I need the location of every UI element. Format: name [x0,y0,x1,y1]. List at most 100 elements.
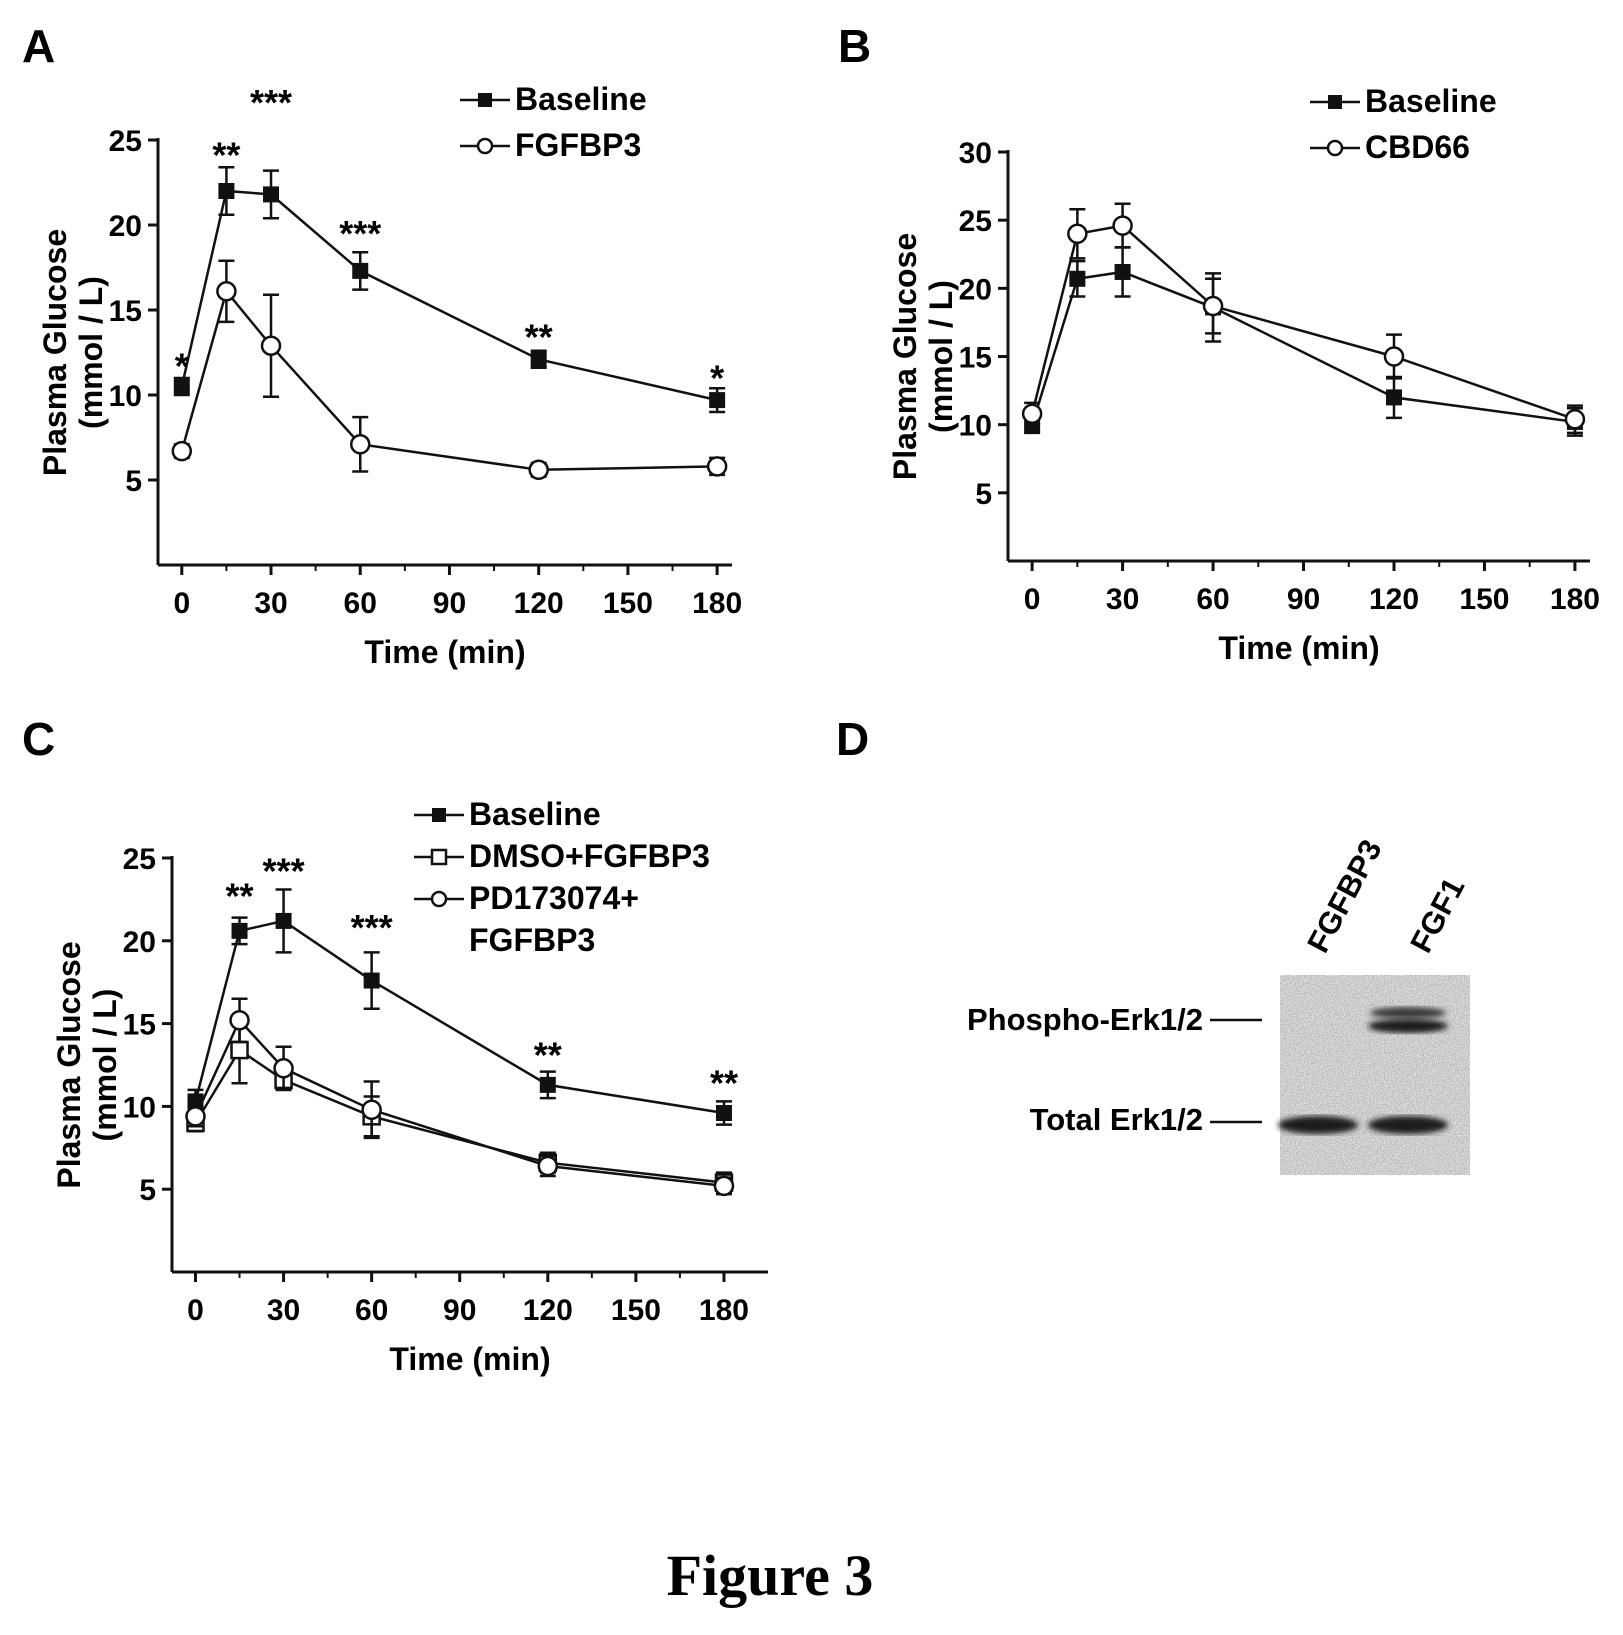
y-tick-label: 20 [109,210,142,243]
x-tick-label: 180 [692,587,742,620]
x-axis-label: Time (min) [1218,630,1379,666]
data-point [230,1040,249,1060]
y-tick-label: 10 [109,380,142,413]
chart-panel-c: 0 30 60 90 120 150 180 5 10 15 20 25 Time (min) Plasm… [51,796,768,1377]
series-1: Baseline [1024,83,1583,437]
data-point [713,1175,735,1197]
data-point [273,1058,294,1079]
phospho-erk-band-strong [1368,1019,1448,1033]
series-1: Baseline [187,796,732,1126]
chart-panel-b: 0 30 60 90 120 150 180 5 10 15 20 25 30 Time (min) Pla… [887,83,1600,666]
x-tick-label: 0 [1024,583,1041,616]
legend-label: DMSO+FGFBP3 [469,838,710,874]
x-tick-label: 120 [1369,583,1419,616]
data-point [528,459,549,481]
x-tick-label: 90 [443,1294,476,1327]
data-point [1021,403,1043,425]
x-axis-label: Time (min) [364,634,525,670]
significance-marker: ** [534,1034,562,1075]
blot-lane-label-1: FGFBP3 [1300,834,1388,958]
data-point [361,1099,382,1120]
y-tick-label: 20 [959,273,992,306]
phospho-erk-band [1370,1007,1446,1019]
data-point [363,972,380,989]
x-tick-label: 150 [603,587,653,620]
data-point [530,351,547,368]
significance-marker: *** [250,82,292,123]
data-point [231,922,248,939]
legend-label: FGFBP3 [515,127,641,163]
series-line [194,919,725,1115]
data-point [229,1010,250,1031]
legend-marker [432,808,446,822]
series-line [180,189,718,402]
x-tick-label: 150 [611,1294,661,1327]
total-erk-band-lane-2 [1368,1116,1448,1134]
legend-marker [1326,139,1344,157]
data-point [1069,270,1086,287]
legend-label: PD173074+ [469,880,639,916]
data-point [216,281,237,302]
data-point [171,440,193,462]
y-axis-label-units: (mmol / L) [87,989,123,1142]
significance-marker: * [710,357,724,398]
blot-band-label-phospho: Phospho-Erk1/2 [967,1002,1203,1037]
y-tick-label: 30 [959,137,992,170]
series-3: PD173074+ FGFBP3 [185,880,735,1197]
significance-marker: * [175,345,189,386]
data-point [715,1105,732,1122]
y-axis-label: Plasma Glucose [37,229,73,476]
data-point [1564,408,1586,430]
y-axis-label: Plasma Glucose [887,233,923,480]
x-tick-label: 90 [433,587,466,620]
western-blot-panel: FGFBP3 FGF1 Phospho-Erk1/2 Total Erk1/2 [967,834,1471,1175]
x-tick-label: 60 [344,587,377,620]
data-point [1067,223,1088,245]
y-tick-label: 10 [123,1091,156,1124]
significance-marker: ** [525,317,553,358]
y-tick-label: 25 [109,125,142,158]
significance-marker: ** [226,875,254,916]
legend-label: Baseline [515,81,647,117]
y-tick-label: 15 [109,295,142,328]
significance-marker: *** [339,213,381,254]
data-point [539,1076,556,1093]
x-tick-label: 60 [355,1294,388,1327]
data-point [173,378,190,395]
data-point [1202,295,1224,317]
legend-label-line2: FGFBP3 [469,922,595,958]
data-point [1114,263,1131,280]
legend-marker [430,848,448,866]
y-tick-label: 5 [125,465,142,498]
series-line [180,288,718,472]
data-point [263,186,280,203]
data-point [352,262,369,279]
y-axis-label: Plasma Glucose [51,941,87,1188]
y-axis-label-units: (mmol / L) [73,276,109,429]
series-1: Baseline [173,81,726,414]
chart-panel-a: 0 30 60 90 120 150 180 5 10 15 20 25 Time (min) Plasm… [37,81,742,670]
legend-marker [478,93,492,107]
figure-caption: Figure 3 [667,1543,874,1608]
series-line [194,1018,725,1188]
y-tick-label: 5 [975,478,992,511]
data-point [1112,215,1133,236]
legend-marker [1328,95,1342,109]
data-point [706,456,728,477]
total-erk-band-lane-1 [1278,1116,1358,1134]
series-2: FGFBP3 [171,127,728,481]
y-tick-label: 25 [959,205,992,238]
y-tick-label: 5 [139,1174,156,1207]
series-line [1030,270,1576,426]
x-tick-label: 180 [699,1294,749,1327]
significance-marker: ** [710,1063,738,1104]
x-tick-label: 120 [523,1294,573,1327]
panel-letter-a: A [22,20,55,72]
legend-marker [476,137,494,155]
y-tick-label: 10 [959,410,992,443]
y-tick-label: 15 [123,1009,156,1042]
x-axis-label: Time (min) [389,1341,550,1377]
series-2: CBD66 [1021,129,1586,435]
significance-marker: ** [212,135,240,176]
